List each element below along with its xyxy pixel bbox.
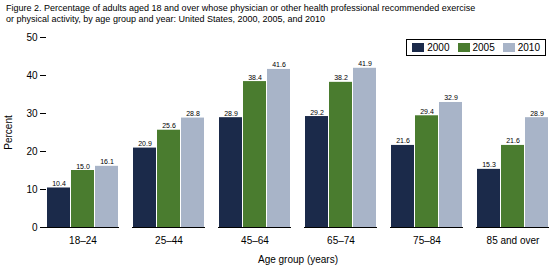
svg-text:28.8: 28.8 — [186, 110, 200, 117]
svg-text:41.9: 41.9 — [358, 60, 372, 67]
svg-text:38.4: 38.4 — [248, 73, 262, 80]
svg-text:50: 50 — [26, 31, 38, 42]
svg-text:41.6: 41.6 — [272, 61, 286, 68]
svg-text:20.9: 20.9 — [138, 140, 152, 147]
svg-text:29.4: 29.4 — [420, 107, 434, 114]
svg-text:20: 20 — [26, 145, 38, 156]
html-text:2010: 2010 — [517, 41, 540, 53]
html-text:Figure 2. Percentage of adults: Figure 2. Percentage of adults aged 18 a… — [6, 3, 476, 13]
svg-text:15.0: 15.0 — [76, 162, 90, 169]
svg-text:15.3: 15.3 — [482, 161, 496, 168]
html-text:2005: 2005 — [472, 41, 495, 53]
svg-text:30: 30 — [26, 107, 38, 118]
svg-text:40: 40 — [26, 69, 38, 80]
svg-text:28.9: 28.9 — [530, 109, 544, 116]
svg-text:25–44: 25–44 — [155, 234, 183, 245]
svg-text:18–24: 18–24 — [69, 234, 97, 245]
svg-text:0: 0 — [32, 221, 38, 232]
svg-text:21.6: 21.6 — [396, 137, 410, 144]
svg-text:Percent: Percent — [3, 115, 14, 150]
svg-text:32.9: 32.9 — [444, 94, 458, 101]
svg-text:21.6: 21.6 — [506, 137, 520, 144]
svg-text:10: 10 — [26, 183, 38, 194]
svg-text:85 and over: 85 and over — [487, 234, 540, 245]
svg-text:38.2: 38.2 — [334, 74, 348, 81]
svg-text:45–64: 45–64 — [241, 234, 269, 245]
html-text:2000: 2000 — [427, 41, 450, 53]
svg-text:10.4: 10.4 — [52, 180, 66, 187]
svg-text:29.2: 29.2 — [310, 108, 324, 115]
svg-text:75–84: 75–84 — [413, 234, 441, 245]
html-text:or physical activity, by age g: or physical activity, by age group and y… — [6, 13, 325, 24]
svg-text:25.6: 25.6 — [162, 122, 176, 129]
svg-text:16.1: 16.1 — [100, 158, 114, 165]
svg-text:65–74: 65–74 — [327, 234, 355, 245]
svg-text:28.9: 28.9 — [224, 109, 238, 116]
svg-text:Age group (years): Age group (years) — [258, 253, 338, 264]
